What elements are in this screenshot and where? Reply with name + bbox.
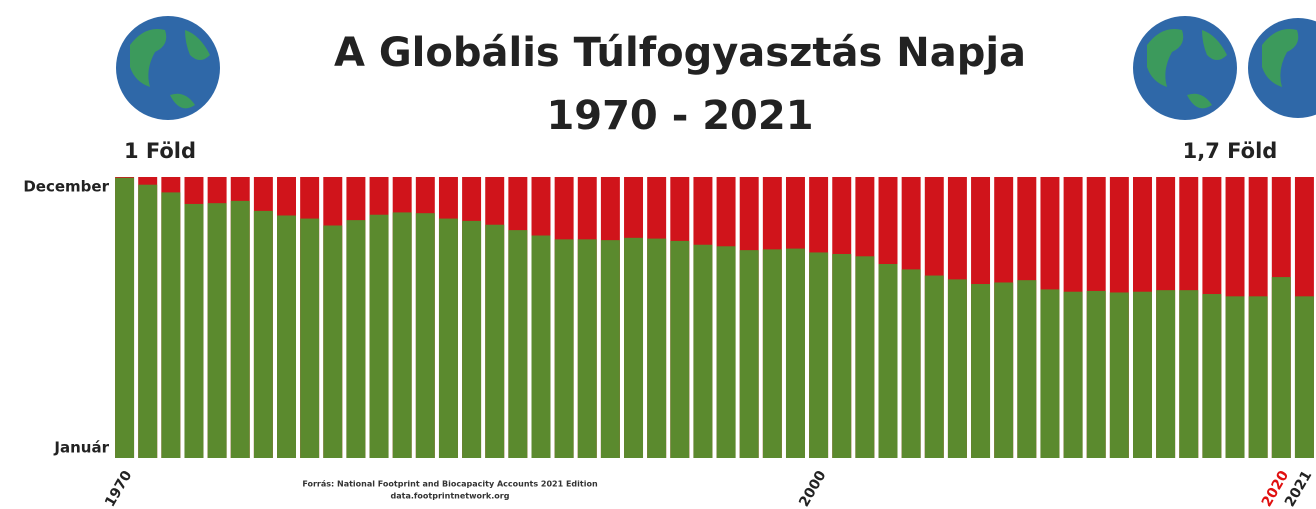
bar [323, 226, 342, 458]
bar [763, 249, 782, 458]
bar [370, 215, 389, 458]
bar [462, 221, 481, 458]
bar [254, 211, 273, 458]
bar [717, 246, 736, 458]
bar [879, 264, 898, 458]
bar [740, 250, 759, 458]
bar [670, 241, 689, 458]
bar [208, 203, 227, 458]
bar [300, 219, 319, 458]
bar [1040, 289, 1059, 458]
chart: A Globális Túlfogyasztás Napja 1970 - 20… [0, 0, 1316, 509]
bar [1179, 290, 1198, 458]
bar [809, 252, 828, 458]
globe [116, 16, 220, 120]
bar [115, 178, 134, 458]
source-text: data.footprintnetwork.org [391, 492, 510, 501]
chart-title: A Globális Túlfogyasztás Napja [334, 30, 1026, 76]
chart-subtitle: 1970 - 2021 [546, 93, 813, 139]
bar [485, 225, 504, 458]
bar [1272, 277, 1291, 458]
bar [1226, 296, 1245, 458]
bar [416, 213, 435, 458]
globe [1133, 16, 1237, 120]
bar [138, 185, 157, 458]
bar [786, 249, 805, 458]
bar [1295, 296, 1314, 458]
bar [555, 239, 574, 458]
bar [508, 230, 527, 458]
bar [832, 254, 851, 458]
bar [994, 282, 1013, 458]
bar [231, 201, 250, 458]
bar [532, 236, 551, 458]
x-tick-label: 2000 [796, 468, 829, 509]
source-text: Forrás: National Footprint and Biocapaci… [302, 480, 598, 489]
bar [1202, 294, 1221, 458]
bar [1133, 292, 1152, 458]
bar [948, 279, 967, 458]
bar [971, 284, 990, 458]
bar [184, 204, 203, 458]
bar [925, 276, 944, 458]
bar [693, 245, 712, 458]
bar [277, 215, 296, 458]
bar [1249, 296, 1268, 458]
bar [902, 269, 921, 458]
bar [439, 219, 458, 458]
bar [1087, 291, 1106, 458]
y-tick-label: Január [53, 439, 109, 457]
bar [624, 238, 643, 458]
x-tick-label: 1970 [102, 468, 135, 509]
bar [578, 239, 597, 458]
bar [346, 220, 365, 458]
globe [1248, 18, 1316, 118]
bar [1156, 290, 1175, 458]
bar [161, 192, 180, 458]
bar [601, 240, 620, 458]
bar [1064, 292, 1083, 458]
bar [1017, 280, 1036, 458]
bar [855, 256, 874, 458]
bar [393, 212, 412, 458]
right-note: 1,7 Föld [1183, 139, 1278, 163]
bar [1110, 292, 1129, 458]
y-tick-label: December [23, 178, 109, 196]
bar [647, 239, 666, 458]
left-note: 1 Föld [124, 139, 196, 163]
